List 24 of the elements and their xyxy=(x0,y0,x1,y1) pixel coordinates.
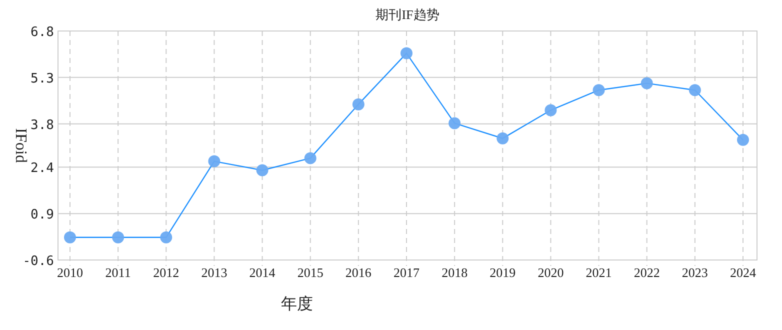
x-tick-label: 2012 xyxy=(153,265,180,280)
x-tick-label: 2023 xyxy=(682,265,708,280)
x-tick-label: 2015 xyxy=(297,265,324,280)
y-tick-label: 5.3 xyxy=(30,71,54,86)
x-tick-label: 2016 xyxy=(345,265,372,280)
x-axis-title: 年度 xyxy=(281,295,313,313)
x-tick-label: 2013 xyxy=(201,265,228,280)
x-tick-label: 2021 xyxy=(586,265,612,280)
chart-title: 期刊IF趋势 xyxy=(376,7,440,22)
y-tick-label: 6.8 xyxy=(30,25,54,40)
y-tick-label: 3.8 xyxy=(30,118,54,133)
x-tick-label: 2024 xyxy=(730,265,756,280)
x-tick-label: 2019 xyxy=(490,265,516,280)
x-tick-label: 2010 xyxy=(57,265,83,280)
x-tick-label: 2022 xyxy=(634,265,660,280)
x-tick-label: 2014 xyxy=(249,265,276,280)
x-tick-label: 2011 xyxy=(105,265,131,280)
y-tick-label: -0.6 xyxy=(22,254,54,269)
x-tick-label: 2017 xyxy=(394,265,420,280)
x-tick-label: 2020 xyxy=(538,265,564,280)
y-tick-label: 2.4 xyxy=(30,161,54,176)
y-axis-title: IFoid xyxy=(12,128,29,163)
x-tick-label: 2018 xyxy=(442,265,468,280)
y-tick-label: 0.9 xyxy=(30,208,54,223)
